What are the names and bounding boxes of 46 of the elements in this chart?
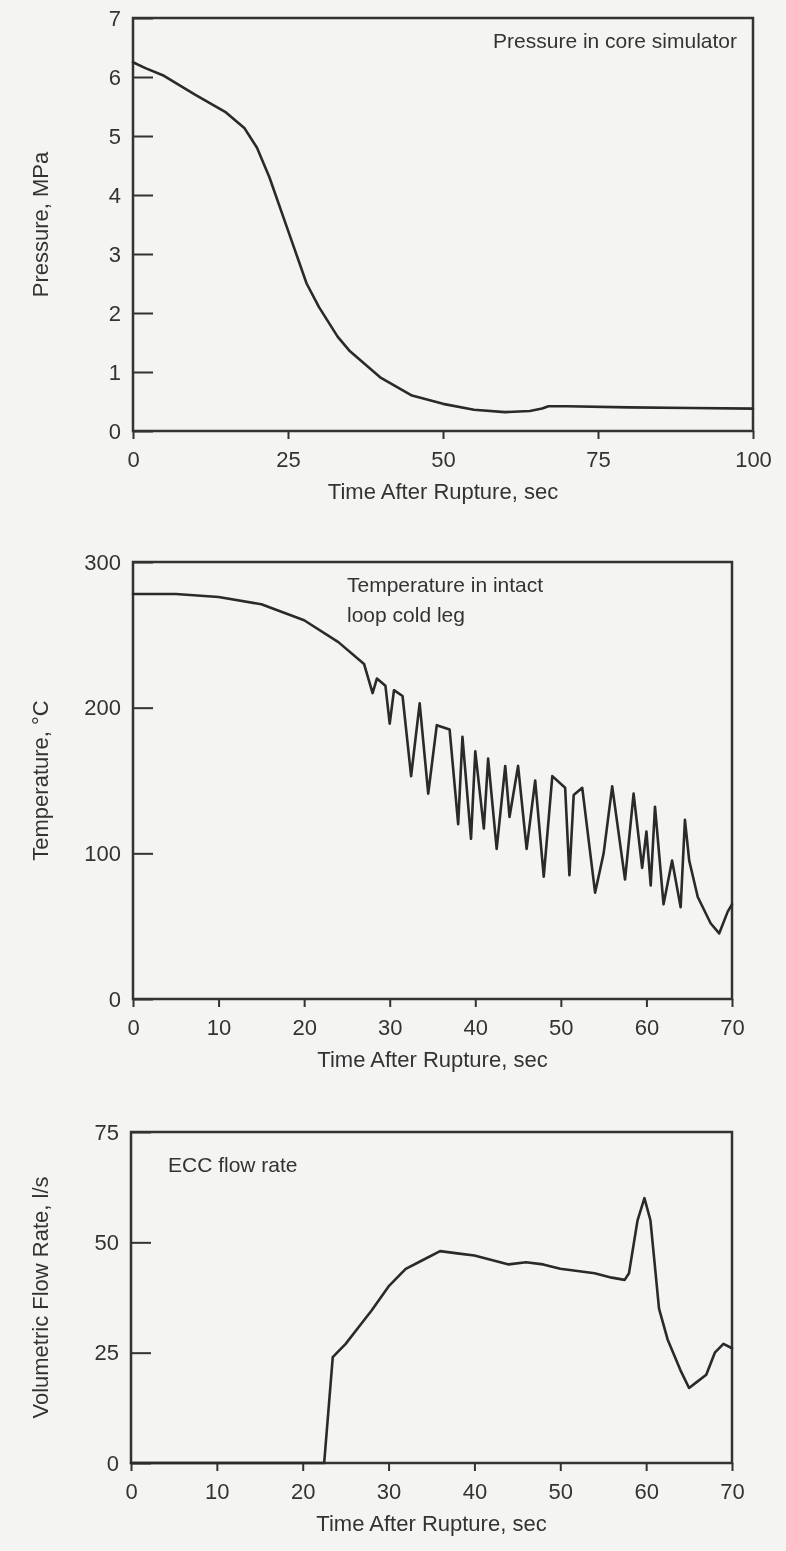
x-tick-label: 0: [125, 1478, 138, 1504]
y-tick-label: 50: [94, 1229, 119, 1255]
text: Pressure in core simulator: [493, 29, 737, 52]
x-tick-label: 20: [290, 1478, 316, 1504]
x-tick-label: 75: [586, 446, 611, 472]
y-tick-label: 0: [106, 1450, 119, 1476]
text: Temperature in intact loop cold leg: [347, 573, 544, 626]
x-axis-title: Time After Rupture, sec: [317, 1047, 548, 1072]
x-tick-label: 10: [205, 1478, 230, 1504]
y-tick-label: 3: [108, 241, 121, 267]
x-tick-label: 25: [276, 446, 301, 472]
x-tick-label: 30: [377, 1014, 403, 1040]
y-axis-title: Temperature, °C: [28, 700, 53, 861]
x-tick-label: 60: [634, 1478, 659, 1504]
y-tick-label: 300: [84, 549, 121, 575]
x-tick-label: 70: [720, 1478, 745, 1504]
x-tick-label: 70: [720, 1014, 745, 1040]
x-tick-label: 60: [634, 1014, 660, 1040]
x-tick-label: 0: [127, 446, 140, 472]
y-axis-title: Volumetric Flow Rate, l/s: [28, 1176, 53, 1419]
x-tick-label: 100: [735, 446, 772, 472]
y-tick-label: 5: [108, 123, 121, 149]
x-tick-label: 50: [431, 446, 456, 472]
y-tick-label: 6: [108, 64, 121, 90]
x-axis-title: Time After Rupture, sec: [316, 1511, 547, 1536]
x-tick-label: 50: [548, 1478, 574, 1504]
y-tick-label: 200: [84, 695, 121, 721]
x-tick-label: 30: [376, 1478, 402, 1504]
y-tick-label: 75: [94, 1119, 119, 1145]
x-tick-label: 40: [462, 1478, 488, 1504]
x-axis-title: Time After Rupture, sec: [327, 479, 559, 504]
x-tick-label: 10: [206, 1014, 232, 1040]
y-tick-label: 4: [108, 182, 121, 208]
y-tick-label: 25: [94, 1340, 119, 1366]
y-axis-title: Pressure, MPa: [28, 150, 53, 298]
x-tick-label: 50: [549, 1014, 574, 1040]
y-tick-label: 1: [108, 359, 121, 385]
y-tick-label: 0: [108, 418, 121, 444]
x-tick-label: 0: [127, 1014, 140, 1040]
x-tick-label: 20: [292, 1014, 317, 1040]
y-tick-label: 7: [108, 5, 121, 31]
y-tick-label: 2: [108, 300, 121, 326]
text: ECC flow rate: [168, 1153, 298, 1176]
y-tick-label: 100: [84, 840, 121, 866]
x-tick-label: 40: [463, 1014, 489, 1040]
y-tick-label: 0: [108, 986, 121, 1012]
